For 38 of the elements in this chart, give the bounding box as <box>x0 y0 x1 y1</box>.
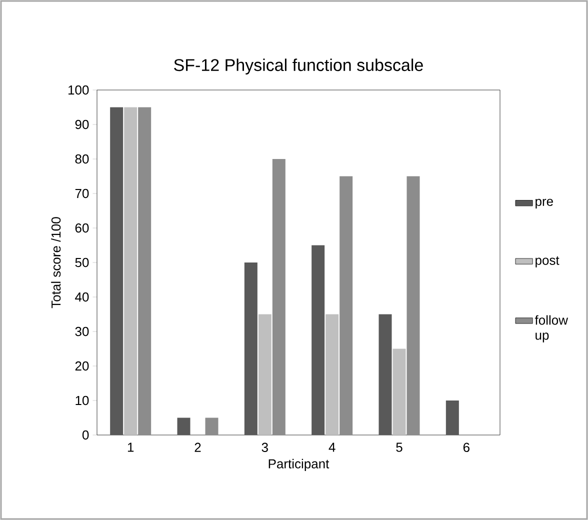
y-tick-label: 0 <box>82 430 89 440</box>
y-tick-label: 40 <box>75 292 89 302</box>
bar <box>326 314 339 435</box>
x-tick-label: 3 <box>262 442 268 452</box>
y-tick-label: 50 <box>75 258 89 268</box>
bar <box>124 107 138 435</box>
y-tick-label: 90 <box>75 120 89 130</box>
bar <box>312 245 325 435</box>
bar <box>340 176 353 435</box>
bar <box>244 262 258 435</box>
y-tick-label: 70 <box>75 188 89 198</box>
bar <box>446 400 459 435</box>
bar <box>258 314 272 435</box>
y-tick-label: 80 <box>75 154 89 164</box>
bar <box>177 418 190 435</box>
y-tick-label: 20 <box>75 361 89 371</box>
legend-label: post <box>536 256 560 268</box>
x-tick-label: 6 <box>463 442 470 452</box>
bar <box>205 418 218 435</box>
x-tick-label: 1 <box>128 442 134 452</box>
bar <box>138 107 152 435</box>
legend-label: follow up <box>534 315 568 342</box>
y-tick-label: 60 <box>75 223 89 233</box>
x-tick-label: 2 <box>194 442 201 452</box>
bar <box>378 314 392 435</box>
y-axis-title: Total score /100 <box>51 217 61 308</box>
x-axis-title: Participant <box>268 458 330 471</box>
chart-title: SF-12 Physical function subscale <box>174 58 423 74</box>
bar <box>272 159 286 435</box>
bar <box>110 107 124 435</box>
y-tick-label: 10 <box>76 396 89 406</box>
x-tick-label: 4 <box>328 442 336 452</box>
bar <box>406 176 420 435</box>
x-tick-label: 5 <box>396 442 402 452</box>
y-tick-label: 100 <box>68 85 89 95</box>
y-tick-label: 30 <box>75 326 89 336</box>
bar <box>392 348 406 435</box>
legend-label: pre <box>536 198 553 209</box>
